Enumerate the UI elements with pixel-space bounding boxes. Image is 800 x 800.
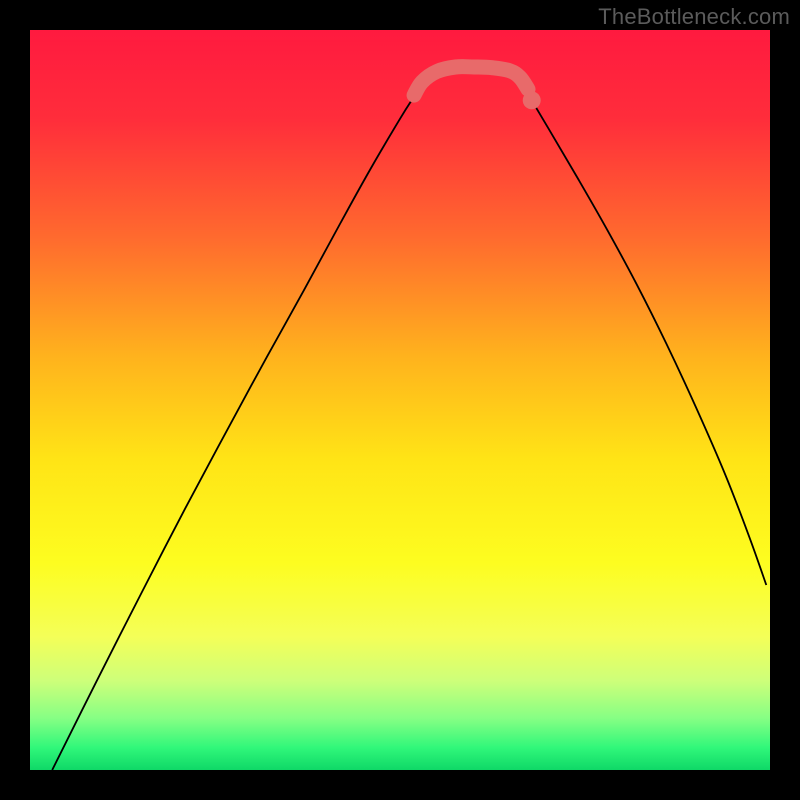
trough-end-dot — [523, 91, 541, 109]
bottleneck-curve-chart — [30, 30, 770, 770]
gradient-background — [30, 30, 770, 770]
plot-area — [30, 30, 770, 770]
chart-frame: TheBottleneck.com — [0, 0, 800, 800]
watermark-text: TheBottleneck.com — [598, 4, 790, 30]
